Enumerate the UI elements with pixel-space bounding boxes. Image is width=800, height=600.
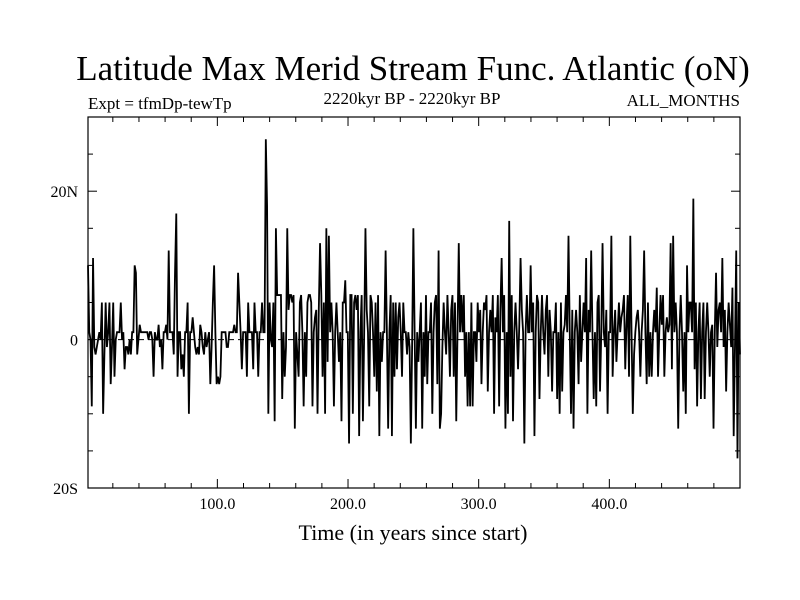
months-label: ALL_MONTHS — [627, 91, 740, 110]
x-tick-label: 200.0 — [330, 496, 366, 513]
y-tick-label: 0 — [70, 333, 78, 350]
experiment-label: Expt = tfmDp-tewTp — [88, 94, 232, 113]
x-tick-label: 300.0 — [461, 496, 497, 513]
x-axis-label: Time (in years since start) — [299, 520, 528, 545]
chart-title: Latitude Max Merid Stream Func. Atlantic… — [76, 49, 750, 88]
series-line-0 — [87, 139, 741, 459]
period-label: 2220kyr BP - 2220kyr BP — [324, 89, 501, 108]
x-tick-label: 100.0 — [199, 496, 235, 513]
plot-area: 100.0 200.0 300.0 400.0 20N 0 20S — [50, 116, 741, 513]
y-tick-label: 20N — [50, 184, 78, 201]
y-tick-label: 20S — [53, 481, 78, 498]
x-tick-label: 400.0 — [591, 496, 627, 513]
